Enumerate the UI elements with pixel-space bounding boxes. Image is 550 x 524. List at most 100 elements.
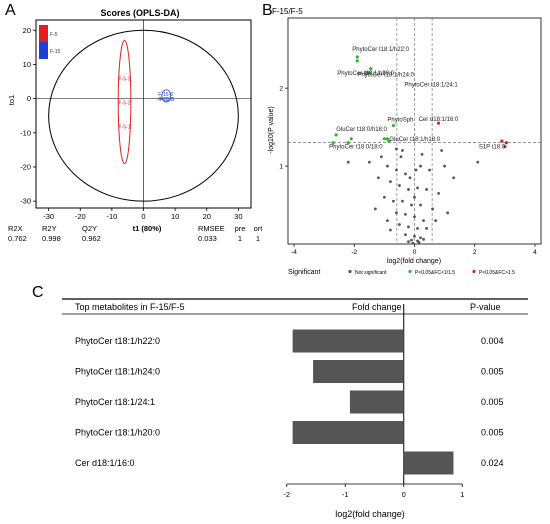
nonsignificant-point bbox=[413, 215, 416, 219]
nonsignificant-point bbox=[399, 155, 403, 159]
significant-point bbox=[504, 141, 508, 145]
x-tick-label: -2 bbox=[351, 249, 357, 256]
legend-swatch-f15 bbox=[39, 42, 48, 59]
point-label: GluCer t18:0/h18:0 bbox=[336, 127, 387, 133]
legend-label: P<0.05&FC>1.5 bbox=[479, 270, 515, 276]
x-tick-label: 0 bbox=[413, 249, 417, 256]
nonsignificant-point bbox=[401, 199, 404, 203]
nonsignificant-point bbox=[416, 186, 419, 190]
y-tick-label: -10 bbox=[20, 128, 31, 137]
y-tick-label: 1 bbox=[279, 164, 283, 171]
stat-header: RMSEE bbox=[198, 224, 225, 233]
nonsignificant-point bbox=[446, 211, 450, 215]
significant-point bbox=[346, 141, 350, 145]
x-tick-label: 20 bbox=[203, 212, 211, 221]
significant-point bbox=[369, 67, 373, 71]
legend-label: F-15 bbox=[50, 49, 61, 55]
x-tick-label: 4 bbox=[533, 249, 537, 256]
fold-change-bar bbox=[292, 329, 404, 353]
group-ellipse-f15 bbox=[161, 89, 172, 103]
nonsignificant-point bbox=[419, 236, 422, 240]
x-tick-label: -1 bbox=[342, 490, 349, 499]
x-tick-label: 0 bbox=[141, 212, 145, 221]
significant-point bbox=[385, 137, 389, 141]
panel-letter-b: B bbox=[262, 2, 273, 19]
x-tick-label: 10 bbox=[171, 212, 179, 221]
fold-change-bar-chart: Top metabolites in F-15/F-5 Fold change … bbox=[62, 298, 528, 519]
nonsignificant-point bbox=[367, 160, 371, 164]
x-tick-label: -10 bbox=[106, 212, 117, 221]
score-point: F-5-3 bbox=[119, 77, 131, 83]
x-axis-label: t1 (80%) bbox=[133, 224, 162, 233]
nonsignificant-point bbox=[434, 219, 437, 223]
legend-marker bbox=[472, 269, 476, 274]
nonsignificant-point bbox=[411, 241, 415, 245]
stat-value: 0.962 bbox=[82, 234, 101, 243]
chart-title: F-15/F-5 bbox=[272, 7, 303, 16]
nonsignificant-point bbox=[389, 228, 392, 232]
significant-point bbox=[382, 70, 386, 75]
y-axis-label: -log10(P value) bbox=[268, 106, 275, 153]
significant-point bbox=[387, 139, 391, 143]
nonsignificant-point bbox=[389, 180, 392, 184]
legend-marker bbox=[408, 269, 412, 274]
fold-change-bar bbox=[403, 451, 454, 475]
stat-header: ort bbox=[254, 224, 262, 233]
legend-marker bbox=[348, 269, 352, 274]
metabolite-label: PhytoCer t18:1/24:1 bbox=[75, 397, 155, 407]
significant-point bbox=[382, 137, 386, 141]
significant-point bbox=[355, 59, 359, 63]
nonsignificant-point bbox=[476, 160, 480, 164]
nonsignificant-point bbox=[373, 207, 377, 211]
nonsignificant-point bbox=[395, 147, 398, 151]
nonsignificant-point bbox=[404, 233, 407, 237]
significant-point bbox=[364, 70, 368, 75]
nonsignificant-point bbox=[395, 211, 398, 215]
nonsignificant-point bbox=[422, 219, 425, 223]
point-label: PhytoSph bbox=[387, 118, 413, 124]
y-tick-label: 2 bbox=[279, 86, 283, 93]
legend-label: P<0.05&FC<1/1.5 bbox=[415, 270, 455, 276]
stat-header: R2X bbox=[8, 224, 23, 233]
x-tick-label: -30 bbox=[43, 212, 54, 221]
header-metabolites: Top metabolites in F-15/F-5 bbox=[75, 302, 185, 312]
point-label: S1P t18:0 bbox=[479, 145, 506, 151]
metabolite-label: Cer d18:1/16:0 bbox=[75, 458, 135, 468]
significant-point bbox=[334, 133, 338, 137]
nonsignificant-point bbox=[440, 149, 444, 152]
point-label: GluCer t18:1/h18:0 bbox=[389, 137, 440, 143]
p-value-label: 0.004 bbox=[481, 336, 504, 346]
legend-label: F-5 bbox=[50, 32, 58, 38]
nonsignificant-point bbox=[443, 164, 447, 168]
p-value-label: 0.005 bbox=[481, 367, 504, 377]
nonsignificant-point bbox=[408, 176, 412, 180]
significant-point bbox=[391, 123, 396, 128]
nonsignificant-point bbox=[452, 176, 456, 180]
nonsignificant-point bbox=[425, 227, 428, 230]
nonsignificant-point bbox=[404, 172, 407, 176]
nonsignificant-point bbox=[410, 238, 413, 242]
y-tick-label: 10 bbox=[23, 60, 31, 69]
score-point: F-5-2 bbox=[119, 101, 131, 107]
nonsignificant-point bbox=[398, 223, 401, 226]
nonsignificant-point bbox=[395, 168, 398, 172]
x-tick-label: -20 bbox=[75, 212, 86, 221]
header-fold-change: Fold change bbox=[352, 302, 402, 312]
stat-header: pre bbox=[235, 224, 246, 233]
point-label: PhytoCer t18:1/h20:0 bbox=[337, 71, 394, 77]
nonsignificant-point bbox=[382, 195, 386, 199]
x-tick-label: 2 bbox=[473, 249, 477, 256]
nonsignificant-point bbox=[413, 234, 416, 238]
legend-title: Significant bbox=[288, 269, 320, 276]
nonsignificant-point bbox=[346, 160, 350, 164]
legend-label: Not significant bbox=[355, 270, 387, 276]
chart-title: Scores (OPLS-DA) bbox=[100, 8, 179, 18]
p-value-label: 0.024 bbox=[481, 458, 504, 468]
x-tick-label: 1 bbox=[460, 490, 464, 499]
panel-letter-c: C bbox=[32, 284, 44, 301]
stat-header: Q2Y bbox=[82, 224, 97, 233]
stat-value: 0.998 bbox=[42, 234, 61, 243]
x-tick-label: 0 bbox=[402, 490, 406, 499]
nonsignificant-point bbox=[398, 184, 401, 187]
significant-point bbox=[349, 137, 353, 141]
